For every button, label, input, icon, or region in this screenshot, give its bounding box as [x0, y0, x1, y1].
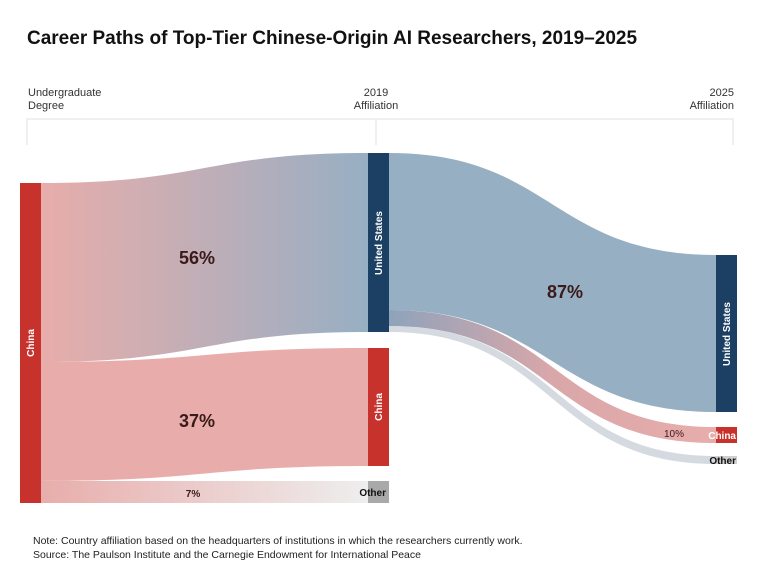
node-other-2019 — [368, 481, 389, 503]
node-china-2019 — [368, 348, 389, 466]
node-label-source-china: China — [26, 329, 37, 357]
flow-china-to-china-2019 — [41, 348, 368, 481]
node-label-us-2025: United States — [722, 302, 733, 366]
node-label-other-2025: Other — [709, 456, 736, 467]
column-header-2025: 2025 Affiliation — [690, 87, 734, 113]
node-label-other-2019: Other — [359, 488, 386, 499]
source-note: Source: The Paulson Institute and the Ca… — [33, 549, 421, 561]
flow-us-to-us-2025 — [389, 153, 716, 412]
footnote: Note: Country affiliation based on the h… — [33, 535, 523, 547]
node-source-china — [20, 183, 41, 503]
flow-label-56: 56% — [179, 248, 215, 268]
header-line: Affiliation — [689, 100, 734, 112]
flow-label-87: 87% — [547, 282, 583, 302]
node-us-2019 — [368, 153, 389, 332]
column-header-undergraduate: Undergraduate Degree — [28, 87, 101, 113]
flow-us-to-china-2025 — [389, 310, 716, 443]
flow-china-to-us-2019 — [41, 153, 368, 362]
header-line: Affiliation — [353, 100, 399, 112]
node-label-china-2025: China — [708, 431, 736, 442]
header-line: 2019 — [363, 87, 389, 99]
node-label-us-2019: United States — [374, 211, 385, 275]
flow-label-37: 37% — [179, 411, 215, 431]
header-line: 2025 — [709, 87, 734, 99]
header-line: Degree — [28, 100, 65, 112]
flow-china-to-other-2019 — [41, 481, 368, 503]
node-us-2025 — [716, 255, 737, 412]
flow-label-7: 7% — [186, 489, 201, 500]
header-line: Undergraduate — [28, 87, 102, 99]
node-label-china-2019: China — [374, 393, 385, 421]
flow-label-10: 10% — [664, 429, 684, 440]
flow-us-to-other-2025 — [389, 326, 716, 464]
node-other-2025 — [716, 456, 737, 464]
node-china-2025 — [716, 427, 737, 443]
column-header-2019: 2019 Affiliation — [326, 87, 426, 113]
chart-title: Career Paths of Top-Tier Chinese-Origin … — [27, 28, 638, 49]
header-bracket — [26, 118, 734, 145]
